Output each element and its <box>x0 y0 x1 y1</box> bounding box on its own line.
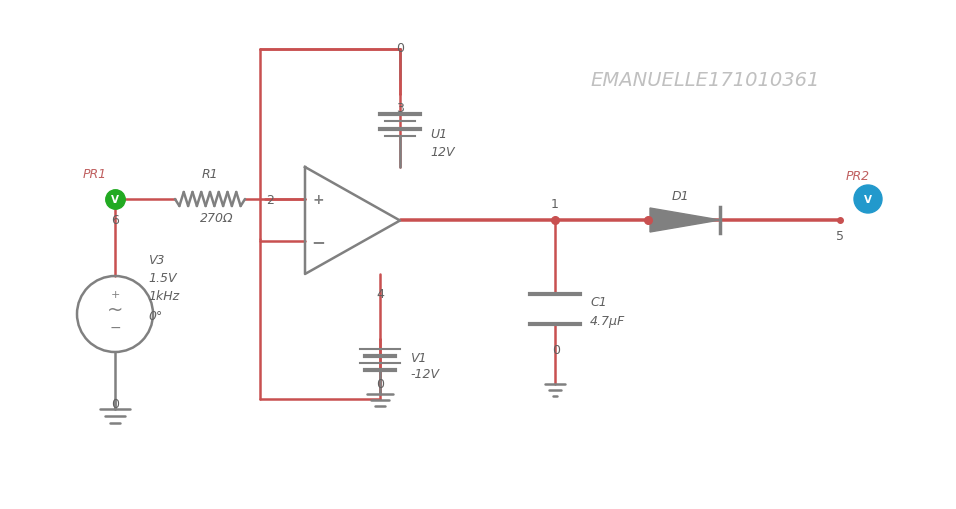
Text: 4.7μF: 4.7μF <box>590 315 625 328</box>
Text: 4: 4 <box>376 288 384 301</box>
Text: 0: 0 <box>376 378 384 391</box>
Text: 0: 0 <box>552 343 560 356</box>
Text: V1: V1 <box>410 351 426 364</box>
Text: -12V: -12V <box>410 368 439 381</box>
Text: 12V: 12V <box>430 146 454 159</box>
Text: EMANUELLE171010361: EMANUELLE171010361 <box>590 70 819 89</box>
Text: +: + <box>313 192 324 207</box>
Text: V: V <box>111 194 119 205</box>
Polygon shape <box>650 209 720 233</box>
Circle shape <box>854 186 882 214</box>
Text: 0: 0 <box>111 398 119 411</box>
Text: U1: U1 <box>430 128 447 141</box>
Text: D1: D1 <box>671 190 689 203</box>
Text: 270Ω: 270Ω <box>200 211 233 224</box>
Text: 3: 3 <box>396 101 404 115</box>
Text: −: − <box>311 233 325 250</box>
Text: PR2: PR2 <box>846 170 870 183</box>
Text: ~: ~ <box>107 300 123 319</box>
Text: V3: V3 <box>148 253 164 266</box>
Text: 1kHz: 1kHz <box>148 289 179 302</box>
Text: 1.5V: 1.5V <box>148 271 177 284</box>
Text: −: − <box>109 320 120 334</box>
Text: 5: 5 <box>836 230 844 243</box>
Text: C1: C1 <box>590 296 607 309</box>
Text: V: V <box>864 194 872 205</box>
Text: 0: 0 <box>396 41 404 54</box>
Text: R1: R1 <box>202 168 218 181</box>
Text: 6: 6 <box>111 213 119 226</box>
Text: +: + <box>110 290 120 299</box>
Text: 0°: 0° <box>148 309 163 322</box>
Text: 2: 2 <box>266 193 274 206</box>
Text: PR1: PR1 <box>83 168 107 181</box>
Text: 1: 1 <box>551 198 559 211</box>
